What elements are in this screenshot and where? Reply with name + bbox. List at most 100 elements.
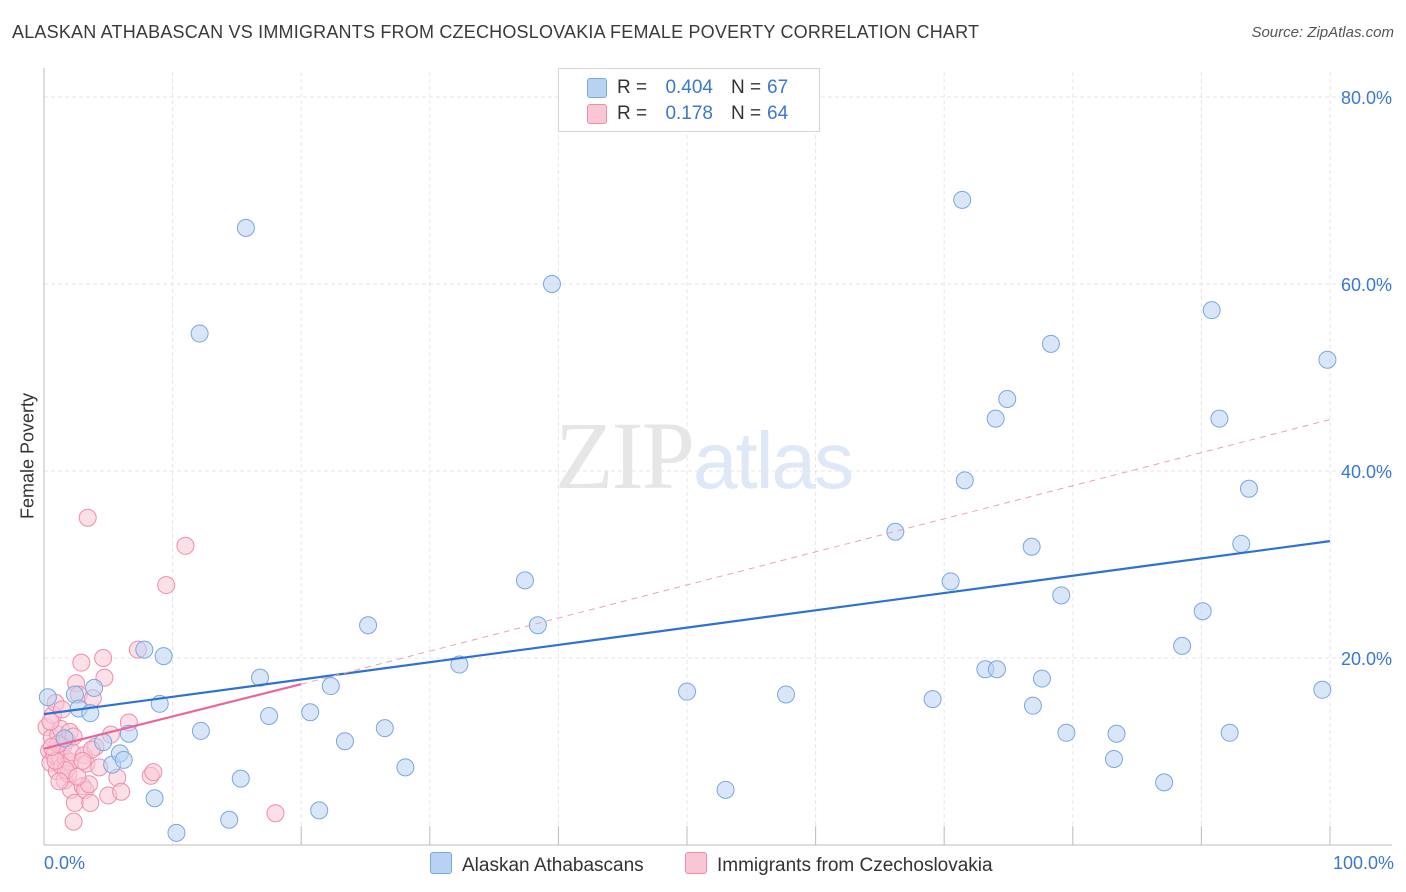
watermark-zip: ZIP bbox=[555, 402, 695, 509]
bottom-legend-swatch-blue bbox=[430, 852, 452, 874]
chart-title: ALASKAN ATHABASCAN VS IMMIGRANTS FROM CZ… bbox=[12, 22, 980, 42]
legend-r-label: R = bbox=[617, 103, 648, 124]
blue-data-point bbox=[1313, 680, 1332, 699]
blue-data-point bbox=[38, 688, 57, 707]
blue-data-point bbox=[1202, 301, 1221, 320]
pink-data-point bbox=[50, 772, 69, 791]
blue-data-point bbox=[167, 823, 186, 842]
blue-points-layer bbox=[38, 190, 1337, 842]
source-attribution[interactable]: Source: ZipAtlas.com bbox=[1251, 24, 1394, 41]
y-tick-label: 40.0% bbox=[1341, 462, 1392, 482]
blue-data-point bbox=[301, 703, 320, 722]
blue-data-point bbox=[375, 719, 394, 738]
pink-data-point bbox=[53, 700, 72, 719]
blue-data-point bbox=[231, 769, 250, 788]
blue-data-point bbox=[1041, 334, 1060, 353]
watermark-atlas: atlas bbox=[693, 416, 854, 505]
legend-n-value: 64 bbox=[767, 103, 789, 124]
blue-data-point bbox=[1155, 773, 1174, 792]
blue-data-point bbox=[450, 655, 469, 674]
y-tick-label: 80.0% bbox=[1341, 88, 1392, 108]
tick-label-layer: 20.0% 40.0% 60.0% 80.0% 0.0% 100.0% bbox=[44, 88, 1394, 873]
blue-data-point bbox=[220, 810, 239, 829]
pink-points-layer bbox=[37, 508, 285, 831]
blue-data-point bbox=[1032, 669, 1051, 688]
trend-line-layer bbox=[43, 419, 1331, 750]
bottom-legend-blue[interactable]: Alaskan Athabascans bbox=[430, 852, 644, 876]
bottom-legend-pink[interactable]: Immigrants from Czechoslovakia bbox=[685, 852, 993, 876]
blue-data-point bbox=[1057, 723, 1076, 742]
pink-data-point bbox=[112, 782, 131, 801]
blue-data-point bbox=[986, 409, 1005, 428]
blue-data-point bbox=[396, 758, 415, 777]
blue-data-point bbox=[260, 706, 279, 725]
blue-data-point bbox=[987, 660, 1006, 679]
x-tick-label-max: 100.0% bbox=[1333, 853, 1394, 873]
blue-data-point bbox=[135, 640, 154, 659]
legend-box: R = 0.404 N = 67 R = 0.178 N = 64 bbox=[558, 68, 820, 132]
trend-line-blue bbox=[43, 540, 1331, 716]
legend-swatch-pink bbox=[587, 104, 607, 124]
blue-data-point bbox=[1232, 534, 1251, 553]
pink-data-point bbox=[144, 763, 163, 782]
pink-data-point bbox=[266, 804, 285, 823]
blue-data-point bbox=[953, 190, 972, 209]
pink-data-point bbox=[68, 767, 87, 786]
blue-data-point bbox=[1107, 724, 1126, 743]
pink-data-point bbox=[94, 649, 113, 667]
pink-data-point bbox=[176, 536, 195, 555]
x-tick-label-min: 0.0% bbox=[44, 853, 85, 873]
blue-data-point bbox=[145, 789, 164, 808]
blue-data-point bbox=[154, 647, 173, 666]
blue-data-point bbox=[528, 616, 547, 635]
blue-data-point bbox=[542, 275, 561, 293]
trend-line-pink-dashed bbox=[301, 419, 1331, 685]
y-tick-label: 60.0% bbox=[1341, 275, 1392, 295]
bottom-legend-label-blue: Alaskan Athabascans bbox=[462, 855, 644, 876]
legend-r-value: 0.404 bbox=[665, 77, 713, 98]
blue-data-point bbox=[335, 732, 354, 751]
blue-data-point bbox=[678, 682, 696, 701]
pink-data-point bbox=[81, 793, 100, 812]
blue-data-point bbox=[310, 801, 329, 820]
axis-layer bbox=[43, 68, 1392, 846]
legend-row-blue[interactable]: R = 0.404 N = 67 bbox=[559, 75, 819, 101]
blue-data-point bbox=[190, 324, 209, 343]
legend-n-value: 67 bbox=[767, 77, 789, 98]
trend-line-pink bbox=[43, 683, 302, 750]
blue-data-point bbox=[998, 390, 1017, 409]
blue-data-point bbox=[941, 572, 960, 591]
blue-data-point bbox=[886, 522, 905, 541]
legend-n-label: N = bbox=[731, 103, 762, 124]
blue-data-point bbox=[1193, 602, 1212, 621]
blue-data-point bbox=[1318, 350, 1337, 369]
blue-data-point bbox=[1210, 409, 1229, 428]
blue-data-point bbox=[191, 721, 210, 740]
blue-data-point bbox=[85, 678, 104, 697]
bottom-legend-label-pink: Immigrants from Czechoslovakia bbox=[717, 855, 993, 876]
pink-data-point bbox=[157, 576, 176, 595]
blue-data-point bbox=[955, 471, 974, 490]
blue-data-point bbox=[515, 571, 534, 590]
blue-data-point bbox=[923, 690, 942, 709]
blue-data-point bbox=[236, 218, 255, 237]
blue-data-point bbox=[716, 780, 735, 799]
legend-r-label: R = bbox=[617, 77, 648, 98]
legend-n-label: N = bbox=[731, 77, 762, 98]
bottom-legend-swatch-pink bbox=[685, 852, 707, 874]
blue-data-point bbox=[1052, 586, 1071, 605]
pink-data-point bbox=[64, 812, 83, 831]
watermark: ZIPatlas bbox=[555, 400, 854, 511]
blue-data-point bbox=[1239, 479, 1258, 498]
blue-data-point bbox=[1022, 537, 1041, 556]
legend-row-pink[interactable]: R = 0.178 N = 64 bbox=[559, 101, 819, 127]
blue-data-point bbox=[1023, 696, 1042, 715]
blue-data-point bbox=[321, 677, 340, 696]
blue-data-point bbox=[1104, 749, 1123, 768]
blue-data-point bbox=[1220, 723, 1239, 742]
legend-r-value: 0.178 bbox=[665, 103, 713, 124]
y-tick-label: 20.0% bbox=[1341, 649, 1392, 669]
legend-swatch-blue bbox=[587, 78, 607, 98]
pink-data-point bbox=[78, 508, 97, 527]
pink-data-point bbox=[72, 653, 91, 672]
